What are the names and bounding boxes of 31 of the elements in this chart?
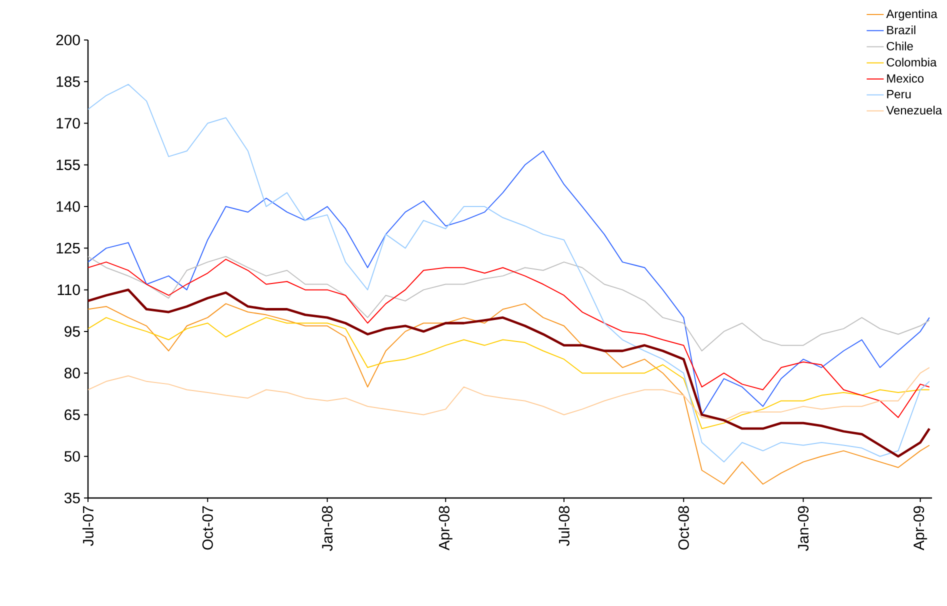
legend-label: Argentina [886,9,938,21]
legend-label: Peru [887,90,911,98]
line-series [88,150,930,416]
y-tick-label: 125 [56,242,80,254]
line-series [88,256,930,352]
x-tick-label: Jan-09 [798,506,809,551]
x-tick-label: Apr-09 [914,506,928,550]
legend-label: Brazil [887,26,916,34]
x-tick-label: Jan-08 [322,506,333,551]
line-series [88,288,931,458]
x-tick-label: Oct-07 [202,506,213,550]
legend-label: Mexico [887,74,924,83]
x-tick-label: Oct-08 [678,506,689,550]
legend-label: Chile [886,42,913,50]
y-tick-label: 35 [64,492,80,504]
y-tick-label: 80 [64,368,80,378]
y-tick-label: 185 [56,76,80,87]
y-tick-label: 155 [56,160,80,170]
y-tick-label: 110 [58,284,80,296]
x-tick-label: Jul-07 [82,506,94,546]
x-tick-label: Apr-08 [438,506,452,550]
y-tick-label: 140 [56,201,80,212]
legend-label: Colombia [886,58,937,67]
line-series [88,258,930,418]
y-tick-label: 200 [56,34,80,46]
x-tick-label: Jul-08 [558,506,570,546]
legend-label: Venezuela [886,106,942,115]
y-tick-label: 65 [64,409,80,420]
y-tick-label: 95 [64,326,80,337]
y-tick-label: 50 [64,451,80,462]
y-tick-label: 170 [56,118,80,129]
